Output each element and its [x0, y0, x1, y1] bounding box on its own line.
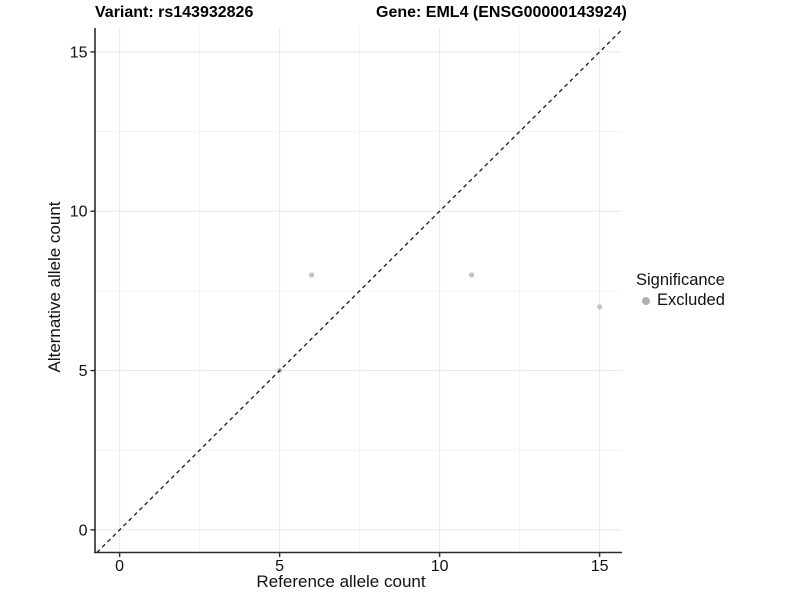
legend: Significance Excluded: [636, 271, 725, 310]
excluded-point-icon: [642, 296, 650, 305]
x-tick-label: 0: [115, 558, 124, 575]
legend-item-label: Excluded: [657, 291, 725, 309]
y-tick-label: 15: [70, 44, 88, 61]
y-tick-label: 10: [70, 204, 88, 221]
legend-title: Significance: [636, 271, 725, 289]
x-tick-label: 15: [591, 558, 609, 575]
x-tick-label: 10: [431, 558, 449, 575]
identity-dashed-line: [96, 29, 623, 553]
legend-item-excluded: Excluded: [636, 291, 725, 310]
x-axis-title: Reference allele count: [256, 572, 426, 591]
data-point: [469, 272, 475, 278]
data-point: [309, 272, 315, 278]
x-tick-label: 5: [275, 558, 284, 575]
variant-title: Variant: rs143932826: [95, 4, 254, 21]
y-axis-title: Alternative allele count: [45, 201, 64, 373]
y-tick-label: 0: [79, 522, 88, 539]
data-point: [597, 304, 603, 310]
y-tick-label: 5: [79, 363, 88, 380]
gene-title: Gene: EML4 (ENSG00000143924): [376, 4, 627, 21]
